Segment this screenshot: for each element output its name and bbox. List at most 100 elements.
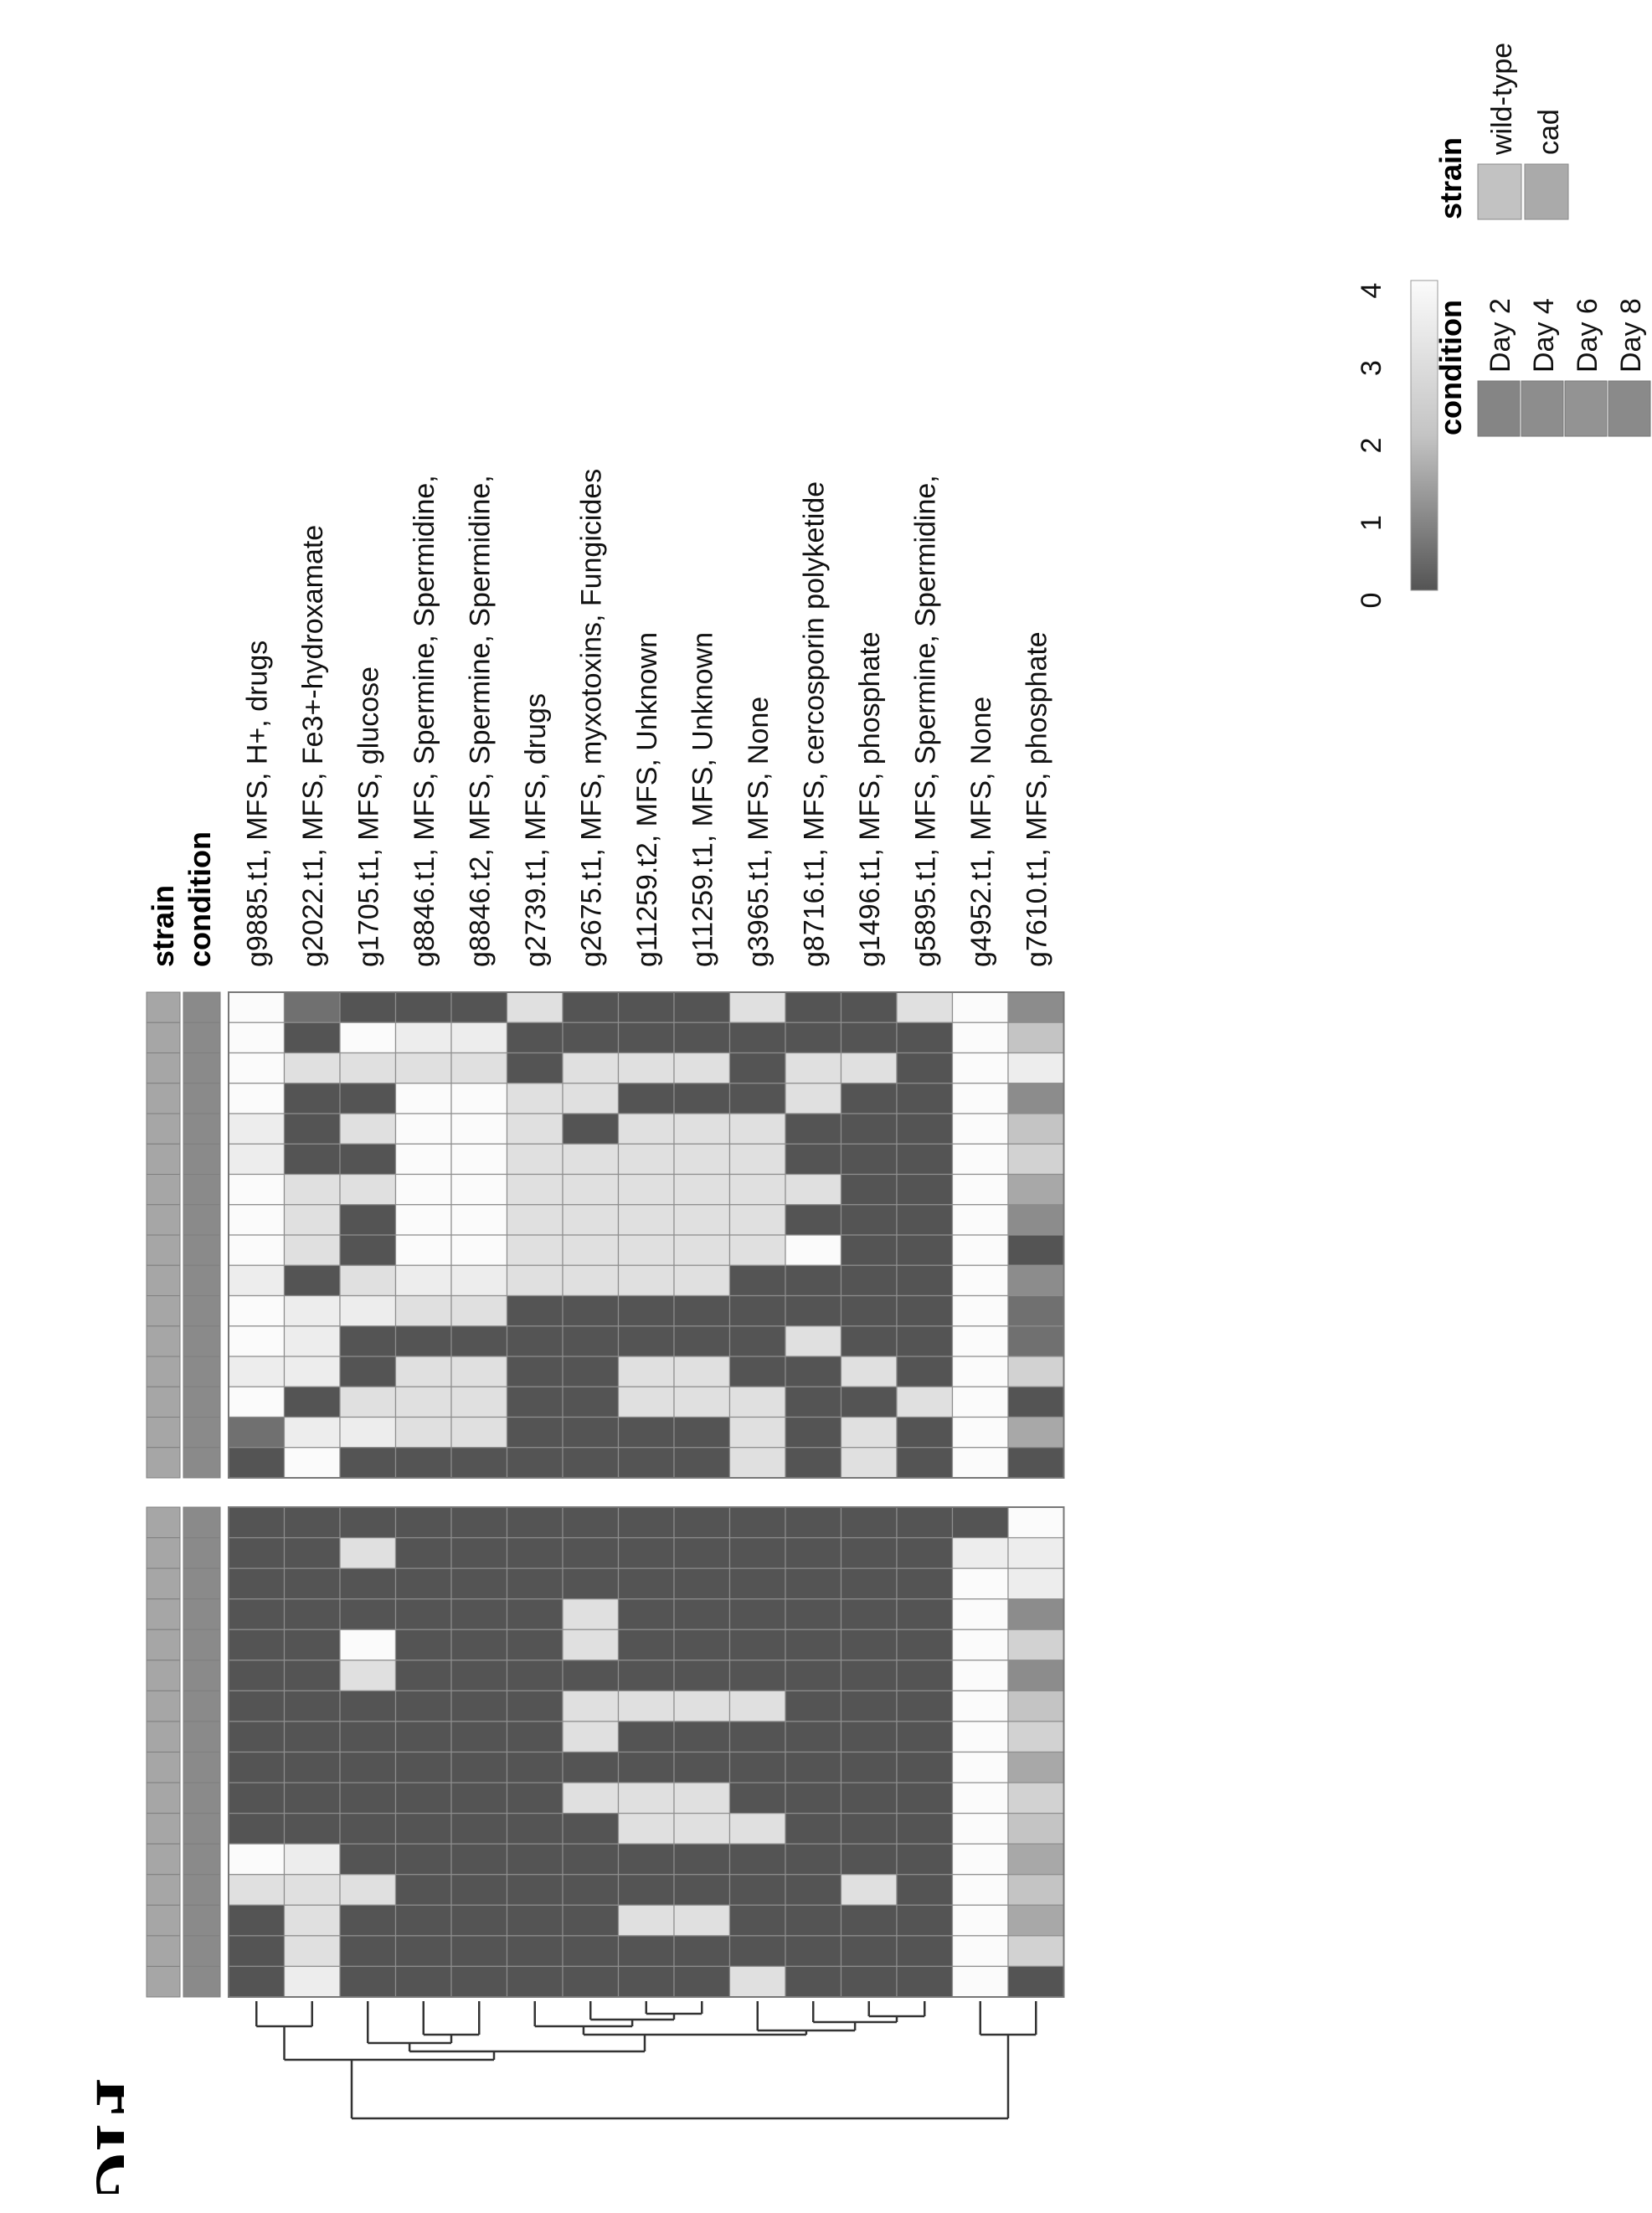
heatmap-cell	[506, 1173, 564, 1206]
heatmap-cell	[562, 1874, 620, 1906]
strain-annotation-cell	[146, 1143, 181, 1175]
heatmap-cell	[617, 1506, 675, 1539]
color-scale-legend: 4 3 2 1 0	[1356, 280, 1438, 608]
heatmap-cell	[339, 1234, 397, 1266]
heatmap-cell	[450, 1143, 508, 1176]
color-scale-bar	[1410, 280, 1438, 591]
heatmap-cell	[1007, 1721, 1065, 1753]
heatmap-cell	[562, 991, 620, 1023]
heatmap-cell	[339, 1660, 397, 1691]
heatmap-cell	[228, 1567, 286, 1600]
heatmap-cell	[785, 1690, 842, 1722]
condition-annotation-cell	[183, 1782, 221, 1814]
heatmap-cell	[840, 1690, 898, 1722]
heatmap-cell	[896, 991, 954, 1023]
legend-condition-label: Day 4	[1528, 298, 1560, 373]
heatmap-cell	[283, 1629, 341, 1661]
heatmap-cell	[562, 1598, 620, 1630]
heatmap-cell	[728, 1721, 786, 1753]
heatmap-cell	[339, 1022, 397, 1054]
heatmap-cell	[283, 1598, 341, 1630]
gene-label: g3965.t1, MFS, None	[743, 697, 775, 967]
heatmap-cell	[617, 1567, 675, 1600]
color-scale-tick: 2	[1356, 438, 1387, 454]
gene-label: g9885.t1, MFS, H+, drugs	[241, 641, 273, 967]
heatmap-cell	[673, 1204, 731, 1236]
heatmap-cell	[840, 1386, 898, 1418]
heatmap-cell	[617, 1052, 675, 1084]
heatmap-cell	[1007, 1143, 1065, 1176]
heatmap-cell	[339, 1416, 397, 1449]
heatmap-cell	[785, 1751, 842, 1783]
heatmap-cell	[394, 1022, 452, 1054]
heatmap-cell	[394, 1782, 452, 1814]
heatmap-cell	[673, 1874, 731, 1906]
heatmap-cell	[228, 1782, 286, 1814]
heatmap-cell	[506, 1234, 564, 1266]
heatmap-cell	[951, 991, 1009, 1023]
heatmap-cell	[785, 1874, 842, 1906]
heatmap-cell	[506, 1325, 564, 1357]
heatmap-cell	[785, 1022, 842, 1054]
heatmap-cell	[283, 1690, 341, 1722]
heatmap-cell	[562, 1660, 620, 1691]
heatmap-cell	[896, 1386, 954, 1418]
heatmap-cell	[673, 991, 731, 1023]
heatmap-cell	[562, 1204, 620, 1236]
heatmap-cell	[228, 1264, 286, 1297]
heatmap-cell	[450, 1234, 508, 1266]
heatmap-cell	[617, 1690, 675, 1722]
legend-strain-label: cad	[1533, 109, 1565, 155]
heatmap-cell	[840, 1356, 898, 1387]
heatmap-cell	[728, 1567, 786, 1600]
heatmap-cell	[283, 1660, 341, 1691]
strain-annotation-cell	[146, 1965, 181, 1998]
heatmap-cell	[1007, 1022, 1065, 1054]
heatmap-cell	[951, 1506, 1009, 1539]
heatmap-cell	[617, 1173, 675, 1206]
heatmap-cell	[840, 1874, 898, 1906]
heatmap-cell	[1007, 1264, 1065, 1297]
legend-condition-swatch	[1477, 380, 1521, 437]
heatmap-cell	[506, 1356, 564, 1387]
condition-annotation-cell	[183, 1752, 221, 1783]
heatmap-cell	[283, 1874, 341, 1906]
heatmap-cell	[617, 1629, 675, 1661]
heatmap-cell	[228, 1083, 286, 1114]
heatmap-cell	[562, 1325, 620, 1357]
heatmap-cell	[450, 1506, 508, 1539]
gene-label: g4952.t1, MFS, None	[965, 697, 997, 967]
heatmap-cell	[228, 1843, 286, 1876]
legend-strain-label: wild-type	[1486, 43, 1518, 156]
heatmap-cell	[896, 1204, 954, 1236]
heatmap-cell	[339, 1386, 397, 1418]
heatmap-cell	[1007, 1660, 1065, 1691]
heatmap-cell	[896, 1721, 954, 1753]
legend-strain-title: strain	[1433, 137, 1468, 219]
heatmap-cell	[617, 1935, 675, 1968]
heatmap-cell	[840, 1935, 898, 1968]
heatmap-cell	[673, 1904, 731, 1937]
heatmap-cell	[283, 1904, 341, 1937]
heatmap-cell	[394, 1386, 452, 1418]
condition-annotation-cell	[183, 1506, 221, 1539]
condition-annotation-cell	[183, 1143, 221, 1175]
heatmap-cell	[673, 1782, 731, 1814]
heatmap-cell	[785, 1416, 842, 1449]
heatmap-cell	[506, 1874, 564, 1906]
heatmap-cell	[951, 1052, 1009, 1084]
legend-condition-swatch	[1521, 380, 1564, 437]
heatmap-cell	[728, 1447, 786, 1479]
heatmap-cell	[896, 1904, 954, 1937]
gene-label: g8846.t2, MFS, Spermine, Spermidine,	[464, 475, 496, 967]
strain-annotation-cell	[146, 1174, 181, 1206]
heatmap-cell	[450, 1447, 508, 1479]
heatmap-cell	[283, 1204, 341, 1236]
heatmap-cell	[339, 1204, 397, 1236]
heatmap-cell	[728, 1598, 786, 1630]
heatmap-cell	[728, 1356, 786, 1387]
gene-label: g8846.t1, MFS, Spermine, Spermidine,	[409, 475, 440, 967]
heatmap-cell	[896, 1356, 954, 1387]
heatmap-cell	[896, 1660, 954, 1691]
heatmap-cell	[394, 1173, 452, 1206]
